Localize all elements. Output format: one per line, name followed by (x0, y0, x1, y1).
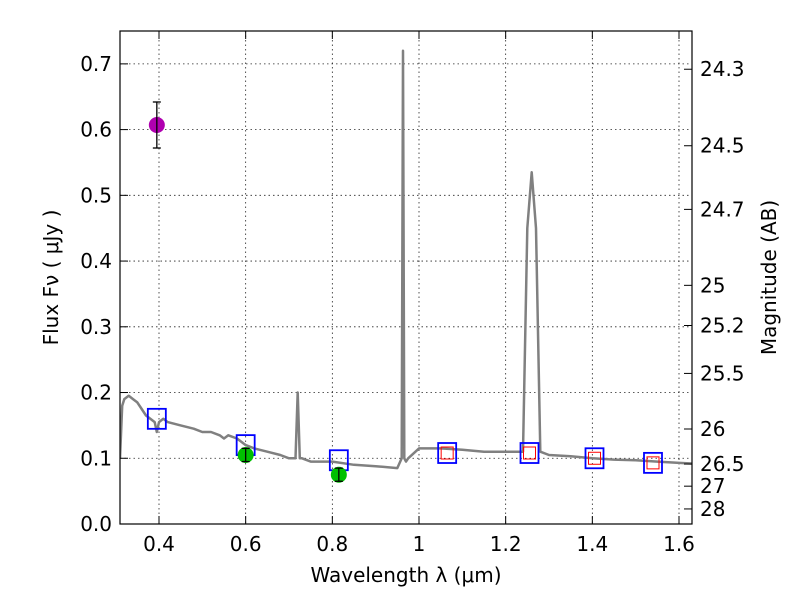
x-tick-label: 0.6 (230, 532, 262, 556)
magnitude-axis-label: Magnitude (AB) (757, 200, 781, 355)
model-photometry-marker (519, 442, 540, 464)
x-tick-label: 0.8 (316, 532, 348, 556)
magnitude-tick-label: 25 (700, 273, 725, 297)
x-axis-ticks: 0.4 0.6 0.8 1 1.2 1.4 1.6 (143, 31, 695, 556)
y-tick-label: 0.5 (80, 183, 112, 207)
model-photometry-marker (437, 442, 458, 464)
model-photometry-marker (146, 407, 167, 430)
magnitude-tick-label: 24.7 (700, 197, 745, 221)
plot-frame (119, 30, 693, 525)
spectrum-line (120, 49, 692, 470)
upper-limit-marker (588, 451, 601, 465)
magnitude-tick-label: 25.2 (700, 313, 745, 337)
x-axis-label: Wavelength λ (μm) (310, 563, 501, 587)
y-tick-label: 0.3 (80, 315, 112, 339)
magnitude-tick-label: 27 (700, 474, 725, 498)
y-tick-label: 0.4 (80, 249, 112, 273)
y-tick-label: 0.2 (80, 381, 112, 405)
y-tick-label: 0.6 (80, 118, 112, 142)
y-axis-ticks: 0.0 0.1 0.2 0.3 0.4 0.5 0.6 0.7 (80, 52, 128, 536)
x-tick-label: 1 (413, 532, 426, 556)
magnitude-tick-label: 25.5 (700, 361, 745, 385)
magnitude-tick-label: 28 (700, 497, 725, 521)
x-tick-label: 1.2 (490, 532, 522, 556)
model-photometry-marker (643, 451, 663, 474)
y-tick-label: 0.1 (80, 446, 112, 470)
x-tick-label: 1.6 (663, 532, 695, 556)
y-tick-label: 0.7 (80, 52, 112, 76)
upper-limit-marker (523, 446, 536, 460)
plot-area (120, 49, 692, 483)
model-photometry-marker (584, 447, 605, 470)
upper-limit-marker (440, 446, 454, 460)
upper-limit-marker (646, 456, 660, 470)
x-tick-label: 0.4 (143, 532, 175, 556)
y-tick-label: 0.0 (80, 512, 112, 536)
magnitude-tick-label: 26.5 (700, 452, 745, 476)
magnitude-tick-label: 26 (700, 417, 725, 441)
magnitude-tick-label: 24.3 (700, 57, 745, 81)
y-axis-label: Flux Fν ( μJy ) (39, 210, 63, 346)
grid (120, 31, 692, 525)
x-tick-label: 1.4 (576, 532, 608, 556)
magnitude-tick-label: 24.5 (700, 134, 745, 158)
